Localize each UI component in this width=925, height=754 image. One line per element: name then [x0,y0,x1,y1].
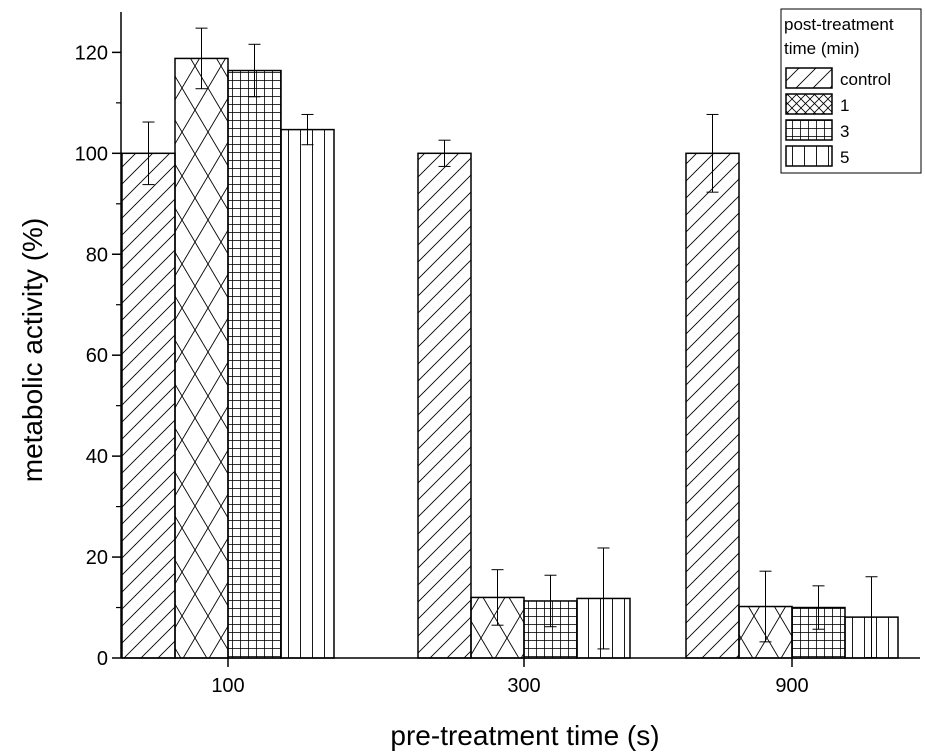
bar-1-100 [174,57,229,659]
legend-label-1: 1 [840,96,849,115]
legend-swatch-3 [785,119,833,141]
error-bar-5-300 [597,547,610,650]
legend: post-treatment time (min) control 1 3 5 [780,8,922,174]
x-tick-label-300: 300 [507,675,540,697]
legend-label-control: control [840,70,891,89]
error-bar-3-100 [248,43,261,98]
error-bar-1-100 [195,27,208,90]
x-axis-title: pre-treatment time (s) [390,720,659,751]
legend-title-line1: post-treatment [784,15,894,34]
legend-swatch-5 [785,145,833,167]
bar-3-100 [227,69,282,659]
y-tick-label-0: 0 [97,648,108,670]
bar-control-300 [417,152,472,659]
error-bar-1-900 [759,570,772,643]
legend-title-line2: time (min) [784,39,860,58]
error-bar-3-900 [812,585,825,630]
legend-swatch-1 [785,93,833,115]
x-tick-label-900: 900 [775,675,808,697]
bar-control-100 [121,152,176,659]
y-tick-label-100: 100 [75,143,108,165]
y-tick-label-40: 40 [86,446,108,468]
axes: 0 20 40 60 80 100 120 100 300 900 [75,12,920,697]
y-tick-label-120: 120 [75,42,108,64]
error-bar-control-900 [706,113,719,193]
bar-5-100 [280,128,335,659]
legend-item-1: 1 [785,93,849,115]
error-bar-5-100 [301,113,314,146]
legend-label-5: 5 [840,148,849,167]
error-bar-control-300 [438,139,451,167]
legend-item-5: 5 [785,145,849,167]
legend-label-3: 3 [840,122,849,141]
legend-item-control: control [785,67,891,89]
y-axis-title: metabolic activity (%) [17,218,48,483]
y-tick-label-60: 60 [86,345,108,367]
legend-item-3: 3 [785,119,849,141]
error-bar-control-100 [142,121,155,186]
plot-area [121,27,899,659]
error-bar-3-300 [544,574,557,628]
x-tick-label-100: 100 [211,675,244,697]
bar-control-900 [685,152,740,659]
y-tick-label-80: 80 [86,244,108,266]
error-bar-1-300 [491,569,504,626]
y-tick-label-20: 20 [86,547,108,569]
legend-swatch-control [785,67,833,89]
